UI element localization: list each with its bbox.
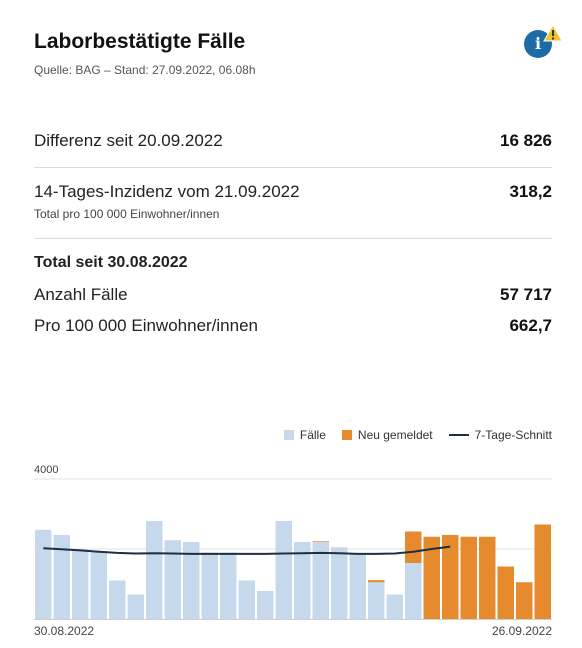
page-title: Laborbestätigte Fälle [34,30,246,53]
warning-icon [543,24,563,42]
total-heading-row: Total seit 30.08.2022 [34,254,552,272]
bar-new [312,541,329,542]
bar-cases [257,591,274,619]
difference-label: Differenz seit 20.09.2022 [34,131,223,150]
cases-chart: 4000 30.08.2022 26.09.2022 [34,464,552,638]
bar-cases [405,563,422,619]
per100k-label: Pro 100 000 Einwohner/innen [34,316,258,335]
bar-cases [349,554,366,619]
chart-legend: Fälle Neu gemeldet 7-Tage-Schnitt [283,428,552,442]
bar-cases [312,542,329,619]
incidence-label: 14-Tages-Inzidenz vom 21.09.2022 [34,182,300,201]
bar-cases [275,521,292,619]
stat-row-cases: Anzahl Fälle 57 717 [34,285,552,305]
bar-cases [146,521,163,619]
cases-value: 57 717 [500,285,552,304]
bar-cases [72,549,89,619]
legend-item-cases[interactable]: Fälle [283,428,326,442]
divider [34,238,552,239]
bar-cases [164,540,181,619]
bar-new [423,536,440,619]
bar-new [405,531,422,563]
legend-swatch-avg [448,434,469,436]
legend-item-new[interactable]: Neu gemeldet [341,428,433,442]
bar-cases [294,542,311,619]
bar-cases [127,594,144,619]
stat-row-per100k: Pro 100 000 Einwohner/innen 662,7 [34,316,552,336]
line-7day-avg [43,545,451,555]
legend-swatch-cases [283,430,294,440]
bar-cases [220,552,237,619]
legend-label-cases: Fälle [299,428,326,442]
bar-new [460,536,477,619]
divider [34,167,552,168]
legend-label-avg: 7-Tage-Schnitt [474,428,552,442]
bar-cases [331,547,348,619]
bar-new [442,535,459,619]
bar-cases [183,542,200,619]
bar-cases [201,552,218,619]
bar-new [516,582,533,619]
legend-item-avg[interactable]: 7-Tage-Schnitt [448,428,552,442]
bar-cases [368,582,385,619]
incidence-value: 318,2 [509,182,552,201]
legend-label-new: Neu gemeldet [357,428,433,442]
x-tick-label-start: 30.08.2022 [34,624,94,638]
bar-cases [109,580,126,619]
bar-cases [35,529,52,619]
bar-cases [53,535,70,619]
difference-value: 16 826 [500,131,552,150]
bar-new [479,536,496,619]
bar-cases [386,594,403,619]
stat-row-incidence: 14-Tages-Inzidenz vom 21.09.2022 318,2 [34,182,552,202]
cases-label: Anzahl Fälle [34,285,128,304]
incidence-sublabel: Total pro 100 000 Einwohner/innen [34,207,220,221]
bar-cases [238,580,255,619]
source-note: Quelle: BAG – Stand: 27.09.2022, 06.08h [34,63,256,77]
y-tick-label: 4000 [34,464,58,476]
bar-new [368,580,385,583]
legend-swatch-new [341,430,352,440]
bar-cases [90,552,107,619]
stat-row-difference: Differenz seit 20.09.2022 16 826 [34,131,552,151]
bar-new [497,566,514,619]
x-tick-label-end: 26.09.2022 [492,624,552,638]
total-heading: Total seit 30.08.2022 [34,254,188,271]
bar-new [534,524,551,619]
per100k-value: 662,7 [509,316,552,335]
